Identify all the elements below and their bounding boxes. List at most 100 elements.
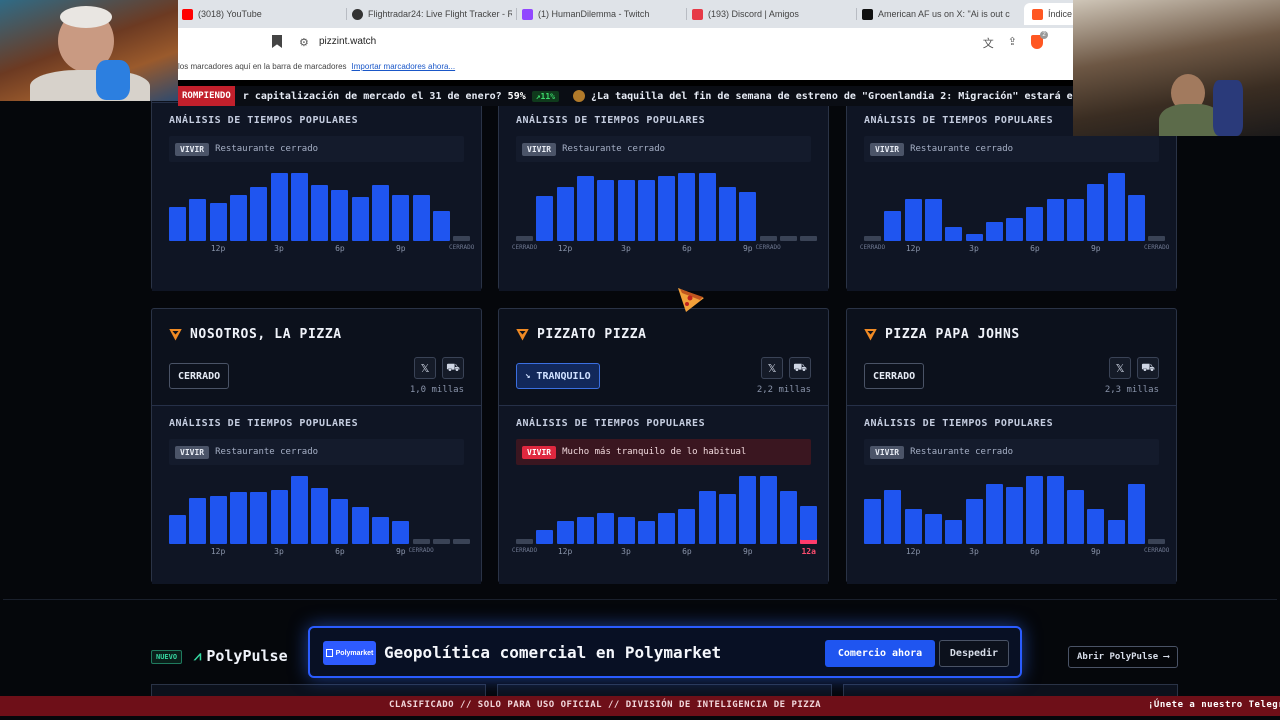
dismiss-button[interactable]: Despedir: [939, 640, 1009, 667]
hour-bar[interactable]: [1046, 476, 1064, 544]
tab-pizzint[interactable]: Índice: [1024, 3, 1084, 25]
hour-bar[interactable]: [864, 236, 881, 241]
hour-bar[interactable]: [924, 199, 942, 241]
hour-bar[interactable]: [658, 176, 676, 241]
import-bookmarks-link[interactable]: Importar marcadores ahora...: [351, 62, 456, 71]
hour-bar[interactable]: [597, 180, 615, 241]
hour-bar[interactable]: [432, 211, 450, 241]
trade-now-button[interactable]: Comercio ahora: [825, 640, 935, 667]
hour-bar[interactable]: [372, 517, 389, 544]
hour-bar[interactable]: [985, 484, 1003, 544]
hour-bar[interactable]: [412, 539, 430, 544]
hour-bar[interactable]: [1087, 509, 1105, 544]
hour-bar[interactable]: [392, 521, 410, 544]
hour-bar[interactable]: [617, 517, 635, 544]
hour-bar[interactable]: [1107, 520, 1125, 544]
delivery-button[interactable]: ⛟: [1137, 357, 1159, 379]
delivery-button[interactable]: ⛟: [789, 357, 811, 379]
hour-bar[interactable]: [1148, 236, 1166, 241]
hour-bar[interactable]: [945, 227, 963, 241]
hour-bar[interactable]: [1006, 218, 1024, 241]
hour-bar[interactable]: [617, 180, 635, 241]
hour-bar[interactable]: [739, 192, 757, 241]
hour-bar[interactable]: [453, 539, 471, 544]
hour-bar[interactable]: [311, 185, 329, 241]
tab-twitch[interactable]: (1) HumanDilemma - Twitch: [522, 3, 682, 25]
tab-discord[interactable]: (193) Discord | Amigos: [692, 3, 852, 25]
tab-flightradar[interactable]: Flightradar24: Live Flight Tracker - R: [352, 3, 512, 25]
hour-bar[interactable]: [311, 488, 329, 544]
hour-bar[interactable]: [739, 476, 757, 544]
ticker-item[interactable]: r capitalización de mercado el 31 de ene…: [242, 90, 502, 102]
x-share-button[interactable]: 𝕏: [414, 357, 436, 379]
hour-bar[interactable]: [1127, 484, 1145, 544]
ticker-item[interactable]: ¿La taquilla del fin de semana de estren…: [591, 90, 1073, 102]
hour-bar[interactable]: [169, 207, 186, 241]
telegram-link[interactable]: ¡Únete a nuestro Telegram: [1148, 700, 1280, 710]
hour-bar[interactable]: [637, 180, 655, 241]
hour-bar[interactable]: [229, 492, 247, 544]
hour-bar[interactable]: [250, 492, 268, 544]
hour-bar[interactable]: [576, 517, 594, 544]
hour-bar[interactable]: [209, 203, 227, 241]
hour-bar[interactable]: [904, 199, 922, 241]
hour-bar[interactable]: [576, 176, 594, 241]
x-share-button[interactable]: 𝕏: [761, 357, 783, 379]
hour-bar[interactable]: [392, 195, 410, 241]
hour-bar[interactable]: [759, 476, 777, 544]
hour-bar[interactable]: [1148, 539, 1166, 544]
hour-bar[interactable]: [516, 539, 533, 544]
hour-bar[interactable]: [884, 490, 902, 544]
hour-bar[interactable]: [290, 476, 308, 544]
hour-bar[interactable]: [331, 190, 349, 241]
hour-bar[interactable]: [351, 507, 369, 544]
restaurant-name[interactable]: PIZZATO PIZZA: [537, 327, 647, 342]
hour-bar[interactable]: [290, 173, 308, 241]
hour-bar[interactable]: [209, 496, 227, 544]
hour-bar[interactable]: [779, 491, 797, 544]
hour-bar[interactable]: [556, 521, 574, 544]
hour-bar[interactable]: [331, 499, 349, 544]
hour-bar[interactable]: [270, 490, 288, 544]
hour-bar[interactable]: [229, 195, 247, 241]
open-polypulse-button[interactable]: Abrir PolyPulse ⟶: [1068, 646, 1178, 668]
site-settings-icon[interactable]: ⚙: [299, 37, 309, 49]
hour-bar[interactable]: [1046, 199, 1064, 241]
hour-bar[interactable]: [779, 236, 797, 241]
hour-bar[interactable]: [800, 506, 818, 544]
tab-youtube[interactable]: (3018) YouTube: [182, 3, 342, 25]
hour-bar[interactable]: [597, 513, 615, 544]
hour-bar[interactable]: [965, 234, 983, 241]
hour-bar[interactable]: [1087, 184, 1105, 241]
delivery-button[interactable]: ⛟: [442, 357, 464, 379]
hour-bar[interactable]: [1006, 487, 1024, 544]
hour-bar[interactable]: [1067, 490, 1084, 544]
hour-bar[interactable]: [169, 515, 186, 544]
hour-bar[interactable]: [924, 514, 942, 544]
hour-bar[interactable]: [1107, 173, 1125, 241]
x-share-button[interactable]: 𝕏: [1109, 357, 1131, 379]
hour-bar[interactable]: [189, 199, 207, 241]
hour-bar[interactable]: [1026, 207, 1044, 241]
hour-bar[interactable]: [1127, 195, 1145, 241]
restaurant-name[interactable]: NOSOTROS, LA PIZZA: [190, 327, 342, 342]
hour-bar[interactable]: [372, 185, 389, 241]
hour-bar[interactable]: [189, 498, 207, 544]
hour-bar[interactable]: [864, 499, 881, 544]
brave-shield-icon[interactable]: [1031, 31, 1048, 49]
hour-bar[interactable]: [759, 236, 777, 241]
hour-bar[interactable]: [1067, 199, 1084, 241]
bookmark-icon[interactable]: [272, 35, 282, 48]
hour-bar[interactable]: [412, 195, 430, 241]
hour-bar[interactable]: [719, 494, 736, 544]
hour-bar[interactable]: [658, 513, 676, 544]
restaurant-name[interactable]: PIZZA PAPA JOHNS: [885, 327, 1020, 342]
tab-x[interactable]: American AF us on X: "Ai is out c: [862, 3, 1017, 25]
hour-bar[interactable]: [678, 173, 696, 241]
hour-bar[interactable]: [270, 173, 288, 241]
hour-bar[interactable]: [719, 187, 736, 241]
url-field[interactable]: pizzint.watch: [319, 36, 377, 47]
hour-bar[interactable]: [536, 196, 554, 241]
hour-bar[interactable]: [945, 520, 963, 544]
hour-bar[interactable]: [800, 236, 818, 241]
